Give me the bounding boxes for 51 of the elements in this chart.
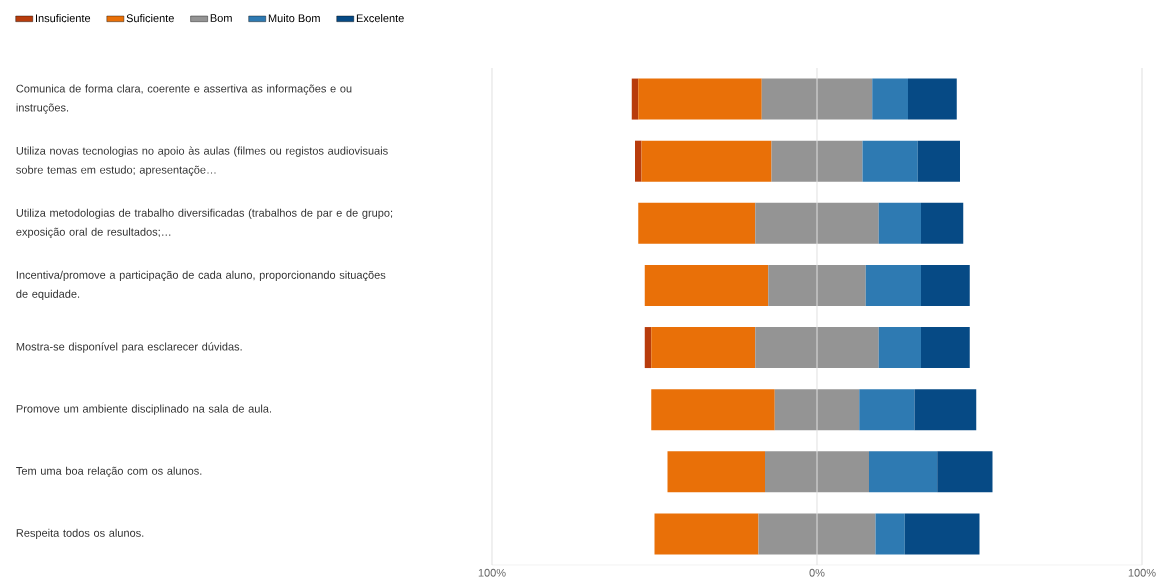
- bar: [917, 140, 960, 182]
- bar: [872, 78, 908, 120]
- legend-label: Muito Bom: [268, 14, 320, 23]
- bar: [914, 389, 977, 431]
- bar: [651, 389, 775, 431]
- legend-label: Excelente: [356, 14, 404, 23]
- bar: [758, 513, 876, 555]
- bar: [908, 78, 957, 120]
- bar: [921, 264, 970, 306]
- bar: [638, 202, 756, 244]
- y-tick-label: Incentiva/promove a participação de cada aluno, proporcionando situações de equidade.: [16, 270, 386, 301]
- bar: [878, 327, 921, 369]
- bar: [644, 264, 769, 306]
- y-tick-label: Mostra-se disponível para esclarecer dúvidas.: [16, 342, 242, 353]
- bar: [654, 513, 759, 555]
- legend-label: Bom: [210, 14, 232, 22]
- y-tick-label: Utiliza novas tecnologias no apoio às aulas (filmes ou registos audiovisuais sobre temas em estudo; apresentaçõe…: [16, 146, 388, 176]
- legend-label: Suficiente: [126, 14, 174, 23]
- bar: [631, 78, 639, 120]
- bar: [768, 264, 866, 306]
- bar: [859, 389, 915, 431]
- y-tick-label: Tem uma boa relação com os alunos.: [16, 466, 202, 477]
- bar: [667, 451, 765, 493]
- bar: [875, 513, 905, 555]
- bar: [641, 140, 772, 182]
- bar: [755, 327, 879, 369]
- bar: [774, 389, 860, 431]
- y-tick-label: Utiliza metodologias de trabalho diversificadas (trabalhos de par e de grupo; exposição oral de resultados;…: [16, 208, 393, 238]
- bar: [761, 78, 873, 120]
- bar: [865, 264, 921, 306]
- x-tick-label: 100%: [478, 568, 506, 577]
- y-tick-label: Promove um ambiente disciplinado na sala de aula.: [16, 404, 272, 415]
- bar: [862, 140, 918, 182]
- y-tick-label: Comunica de forma clara, coerente e assertiva as informações e ou instruções.: [16, 84, 352, 114]
- bar: [638, 78, 762, 120]
- bar: [771, 140, 863, 182]
- bar: [869, 451, 938, 493]
- bar: [644, 327, 652, 369]
- bar: [937, 451, 993, 493]
- bar: [755, 202, 879, 244]
- bar: [904, 513, 980, 555]
- bar: [765, 451, 869, 493]
- legend-label: Insuficiente: [35, 14, 91, 23]
- bar: [878, 202, 921, 244]
- y-tick-label: Respeita todos os alunos.: [16, 528, 144, 540]
- bar: [921, 327, 970, 369]
- bar: [921, 202, 964, 244]
- x-tick-label: 0%: [809, 568, 825, 577]
- bar: [651, 327, 756, 369]
- x-tick-label: 100%: [1128, 568, 1156, 577]
- bar: [635, 140, 642, 182]
